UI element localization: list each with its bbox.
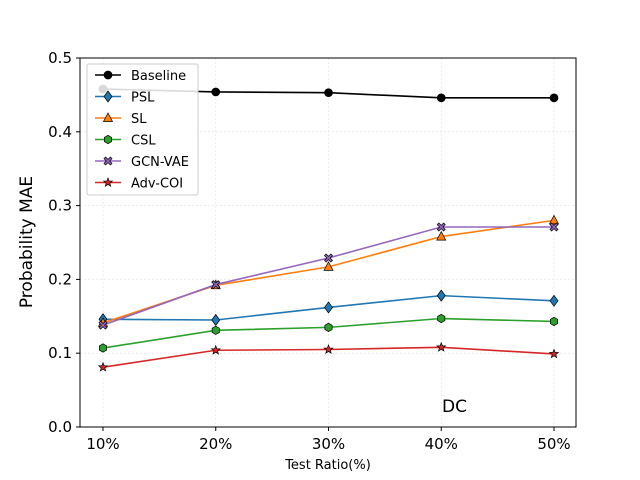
legend-entry-baseline: Baseline [95, 69, 186, 84]
y-axis-title: Probability MAE [17, 176, 37, 308]
data-point [211, 87, 221, 97]
data-point [103, 70, 113, 80]
y-tick-label: 0.2 [48, 270, 72, 288]
legend-label: GCN-VAE [131, 155, 189, 170]
data-point [324, 301, 333, 314]
legend-entry-psl: PSL [95, 90, 155, 106]
y-tick-label: 0.4 [48, 123, 72, 141]
data-point [437, 313, 446, 324]
data-point [550, 316, 558, 327]
data-point [324, 322, 333, 332]
legend-entry-sl: SL [95, 112, 147, 127]
x-tick-label: 40% [425, 435, 458, 453]
data-point [211, 313, 221, 327]
legend-label: Adv-COI [131, 177, 183, 192]
data-point [324, 88, 333, 98]
data-point [210, 344, 221, 355]
series-csl [99, 313, 558, 353]
x-tick-label: 30% [312, 435, 345, 453]
data-point [103, 90, 113, 103]
data-point [324, 253, 333, 263]
data-point [103, 156, 113, 166]
data-point [323, 344, 334, 354]
data-point [323, 261, 334, 271]
data-point [102, 112, 114, 122]
data-point [436, 289, 446, 302]
data-point [549, 294, 559, 307]
x-tick-label: 50% [537, 435, 570, 453]
dataset-annotation: DC [442, 397, 467, 417]
y-tick-label: 0.0 [48, 418, 72, 436]
data-point [548, 348, 560, 359]
y-tick-label: 0.3 [48, 197, 72, 215]
data-point [549, 93, 559, 103]
data-point [102, 177, 114, 187]
x-tick-label: 10% [86, 435, 119, 453]
data-point [211, 325, 220, 335]
data-point [436, 341, 447, 352]
data-point [436, 222, 446, 232]
data-point [548, 214, 560, 225]
data-point [99, 343, 107, 353]
legend-label: SL [131, 112, 147, 127]
x-axis-title: Test Ratio(%) [284, 458, 371, 473]
y-tick-label: 0.1 [48, 344, 72, 362]
data-point [98, 320, 108, 330]
legend-entry-csl: CSL [95, 134, 156, 149]
y-tick-label: 0.5 [48, 49, 72, 67]
data-point [211, 280, 221, 290]
data-point [436, 230, 447, 241]
series-gcn-vae [98, 222, 559, 330]
data-point [104, 134, 112, 145]
data-point [549, 222, 559, 232]
legend-label: PSL [131, 91, 155, 106]
legend-label: CSL [131, 134, 156, 149]
legend-entry-gcn-vae: GCN-VAE [95, 155, 189, 170]
x-tick-label: 20% [199, 435, 232, 453]
legend-label: Baseline [131, 69, 186, 84]
data-point [436, 93, 446, 103]
data-point [97, 361, 109, 372]
axes: 10% 20% 30% 40% 50% 0.0 0.1 0.2 0.3 0.4 0.5 [48, 49, 571, 453]
legend: Baseline PSL SL CSL GCN-VAE Adv-COI [86, 63, 199, 196]
series-adv-coi [97, 341, 560, 372]
legend-entry-adv-coi: Adv-COI [95, 177, 183, 192]
